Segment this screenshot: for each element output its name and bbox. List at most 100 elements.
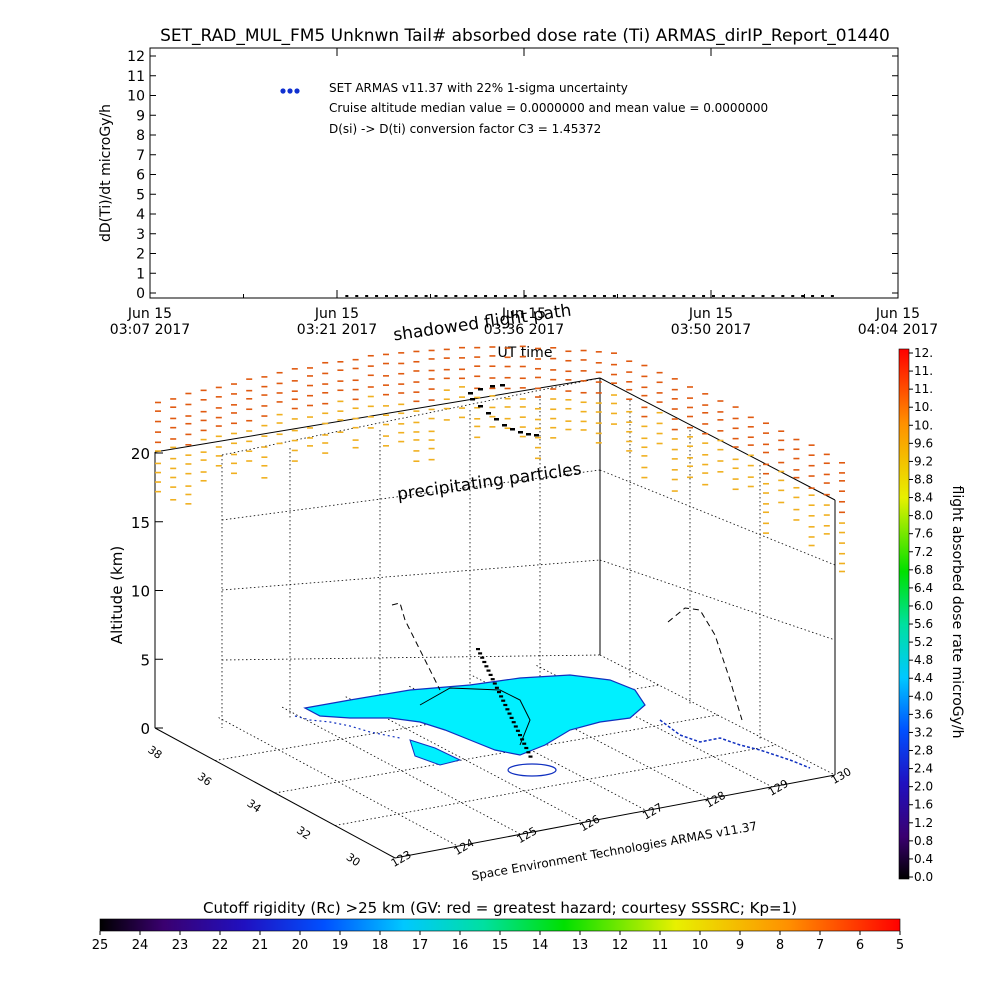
particle-mark [170,438,177,440]
particle-mark [322,391,329,394]
particle-mark [428,369,435,372]
particle-mark [808,454,815,456]
dose-rate-series [345,295,834,297]
particle-mark [535,358,541,360]
particle-mark [337,431,344,433]
particle-mark [322,412,329,415]
particle-mark [671,388,678,391]
particle-mark [717,411,724,413]
series-point [573,295,577,297]
particle-mark [352,417,359,420]
particle-mark [413,381,420,383]
particle-mark [641,455,648,457]
particle-mark [763,432,769,434]
particle-mark [535,376,541,379]
particle-mark [687,465,693,468]
particle-mark [626,440,633,443]
annotation-precipitating-particles: precipitating particles [396,459,583,505]
particle-mark [793,438,800,441]
particle-mark [717,439,724,442]
particle-mark [170,446,177,449]
particle-mark [459,416,465,419]
floor-grid-line [334,744,777,826]
flight-point [515,729,520,732]
particle-mark [747,485,754,488]
flight-point [503,703,508,707]
particle-mark [611,373,617,376]
x-tick-date: Jun 15 [501,306,546,322]
particle-mark [398,412,405,415]
particle-mark [626,398,633,401]
cutoff-tick-label: 25 [92,938,109,953]
particle-mark [808,487,815,489]
series-point [444,295,448,297]
particle-mark [155,490,161,493]
flight-point [486,412,491,415]
legend-entry-series: SET ARMAS v11.37 with 22% 1-sigma uncert… [329,81,628,95]
particle-mark [626,410,633,413]
series-point [711,295,715,297]
particle-mark [231,422,237,425]
colorbar-tick-label: 3.6 [914,707,933,721]
particle-mark [413,431,420,433]
coastline [294,715,401,739]
colorbar-tick-label: 9.6 [914,436,933,450]
particle-mark [671,458,678,460]
island-shape [409,739,462,766]
particle-mark [383,414,389,417]
series-point [721,295,725,297]
y-tick-label: 9 [136,108,145,124]
particle-mark [215,425,222,427]
particle-mark [550,417,557,420]
colorbar-tick-label: 11. [914,382,933,396]
particle-mark [671,398,678,400]
particle-mark [200,479,207,482]
particle-mark [671,438,678,440]
particle-mark [702,423,709,425]
particle-mark [413,391,420,393]
particle-mark [413,400,420,403]
particle-mark [687,406,693,409]
precipitating-particles-field [155,345,845,573]
particle-mark [170,486,177,488]
series-point [761,295,765,297]
particle-mark [215,407,222,409]
particle-mark [641,466,648,469]
particle-mark [246,430,253,432]
flight-point [520,738,525,741]
particle-mark [747,454,754,457]
particle-mark [839,552,845,555]
particle-mark [732,437,739,440]
particle-mark [291,418,298,420]
particle-mark [246,408,253,411]
particle-mark [489,395,496,397]
particle-mark [307,384,313,387]
particle-mark [352,446,359,449]
particle-mark [671,469,678,471]
cutoff-tick-label: 12 [612,938,629,953]
particle-mark [671,448,678,451]
particle-mark [155,401,161,404]
latitude-ticks: 38 36 34 32 30 [145,743,362,869]
particle-mark [763,522,769,525]
particle-mark [352,388,359,391]
coastline [659,719,811,769]
particle-mark [732,446,739,448]
particle-mark [246,378,253,380]
latitude-tick-label: 32 [294,824,313,843]
cutoff-tick-label: 10 [692,938,709,953]
cutoff-tick-label: 13 [572,938,589,953]
y-tick-label: 7 [136,148,145,164]
particle-mark [443,357,450,359]
particle-mark [474,425,481,428]
particle-mark [200,471,207,473]
particle-mark [702,442,709,444]
annotation-shadowed-flight-path: shadowed flight path [392,301,573,346]
series-point [484,295,488,297]
particle-mark [747,444,754,446]
particle-mark [367,365,374,367]
particle-mark [276,382,283,385]
particle-mark [656,411,663,414]
credit-text: Space Environment Technologies ARMAS v11… [470,819,758,883]
particle-mark [200,459,207,461]
